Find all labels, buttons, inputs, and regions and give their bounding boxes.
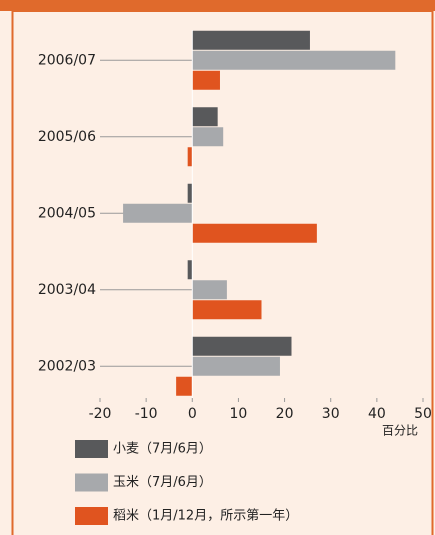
bar bbox=[176, 376, 193, 396]
top-band bbox=[0, 0, 435, 11]
legend-label: 玉米（7月/6月） bbox=[113, 475, 212, 490]
bar bbox=[187, 183, 193, 203]
legend-swatch bbox=[75, 440, 108, 458]
bar bbox=[192, 127, 224, 147]
bar bbox=[192, 280, 227, 300]
bar bbox=[192, 50, 396, 70]
x-tick-label: -10 bbox=[135, 406, 158, 422]
x-tick-label: -20 bbox=[89, 406, 112, 422]
x-tick-label: 20 bbox=[276, 406, 294, 422]
bar bbox=[192, 336, 292, 356]
legend-swatch bbox=[75, 473, 108, 492]
x-tick-label: 0 bbox=[188, 406, 197, 422]
bar bbox=[123, 203, 193, 223]
x-axis-label: 百分比 bbox=[382, 424, 418, 438]
y-tick-label: 2006/07 bbox=[38, 52, 96, 68]
bar bbox=[187, 147, 193, 167]
legend-label: 稻米（1月/12月，所示第一年） bbox=[113, 509, 298, 524]
legend-label: 小麦（7月/6月） bbox=[113, 442, 212, 457]
x-tick-label: 50 bbox=[414, 406, 432, 422]
bar bbox=[192, 300, 262, 320]
bar bbox=[192, 356, 280, 376]
bar bbox=[192, 223, 317, 243]
x-tick-label: 30 bbox=[322, 406, 340, 422]
bar bbox=[192, 107, 218, 127]
bar bbox=[187, 260, 193, 280]
frame bbox=[11, 10, 434, 535]
y-tick-label: 2004/05 bbox=[38, 205, 96, 221]
y-tick-label: 2002/03 bbox=[38, 358, 96, 374]
y-tick-label: 2005/06 bbox=[38, 129, 96, 145]
x-tick-label: 10 bbox=[230, 406, 248, 422]
bar bbox=[192, 70, 220, 90]
y-tick-label: 2003/04 bbox=[38, 282, 96, 298]
bar bbox=[192, 30, 310, 50]
x-tick-label: 40 bbox=[368, 406, 386, 422]
legend-swatch bbox=[75, 507, 108, 525]
